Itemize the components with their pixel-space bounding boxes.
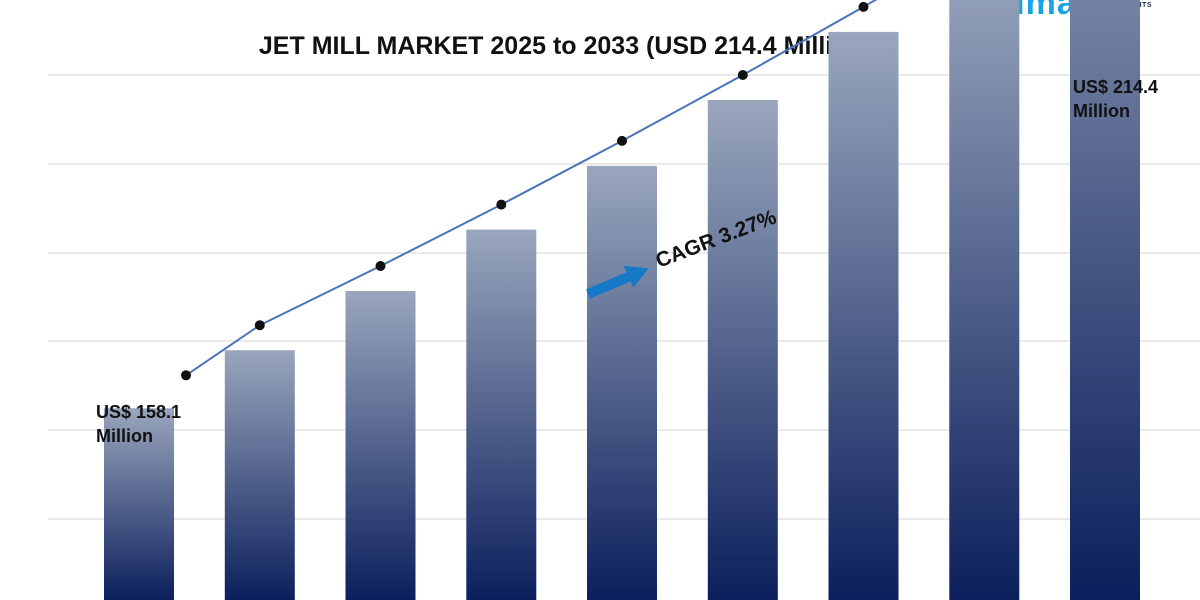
cagr-arrow <box>586 265 649 299</box>
trend-line-layer <box>181 0 878 381</box>
trend-marker-2025 <box>181 370 191 381</box>
bar-2032 <box>949 0 1020 600</box>
cagr-arrow-head <box>623 265 649 288</box>
chart-title: JET MILL MARKET 2025 to 2033 (USD 214.4 … <box>259 32 871 60</box>
bar-2025 <box>104 408 174 600</box>
end-value-label-line-2: Million <box>1073 101 1130 121</box>
trend-marker-2028 <box>496 199 507 210</box>
trend-marker-2026 <box>254 320 265 331</box>
trend-marker-2030 <box>737 70 748 80</box>
bars <box>104 0 1140 600</box>
bar-2030 <box>707 100 778 600</box>
end-value-label: US$ 214.4 Million <box>1073 77 1158 121</box>
bar-2031 <box>828 31 899 600</box>
bar-2026 <box>224 350 295 600</box>
start-value-label: US$ 158.1 Million <box>96 402 181 446</box>
trend-marker-2027 <box>375 261 386 271</box>
trend-marker-2031 <box>858 1 869 12</box>
end-value-label-line-1: US$ 214.4 <box>1073 77 1158 97</box>
trend-marker-2029 <box>617 135 627 146</box>
bar-2028 <box>466 229 537 600</box>
start-value-label-line-1: US$ 158.1 <box>96 402 181 422</box>
bar-2029 <box>587 165 657 600</box>
cagr-arrow-shaft <box>586 271 633 299</box>
bar-2033 <box>1070 0 1140 600</box>
start-value-label-line-2: Million <box>96 426 153 446</box>
bar-2027 <box>345 291 416 600</box>
